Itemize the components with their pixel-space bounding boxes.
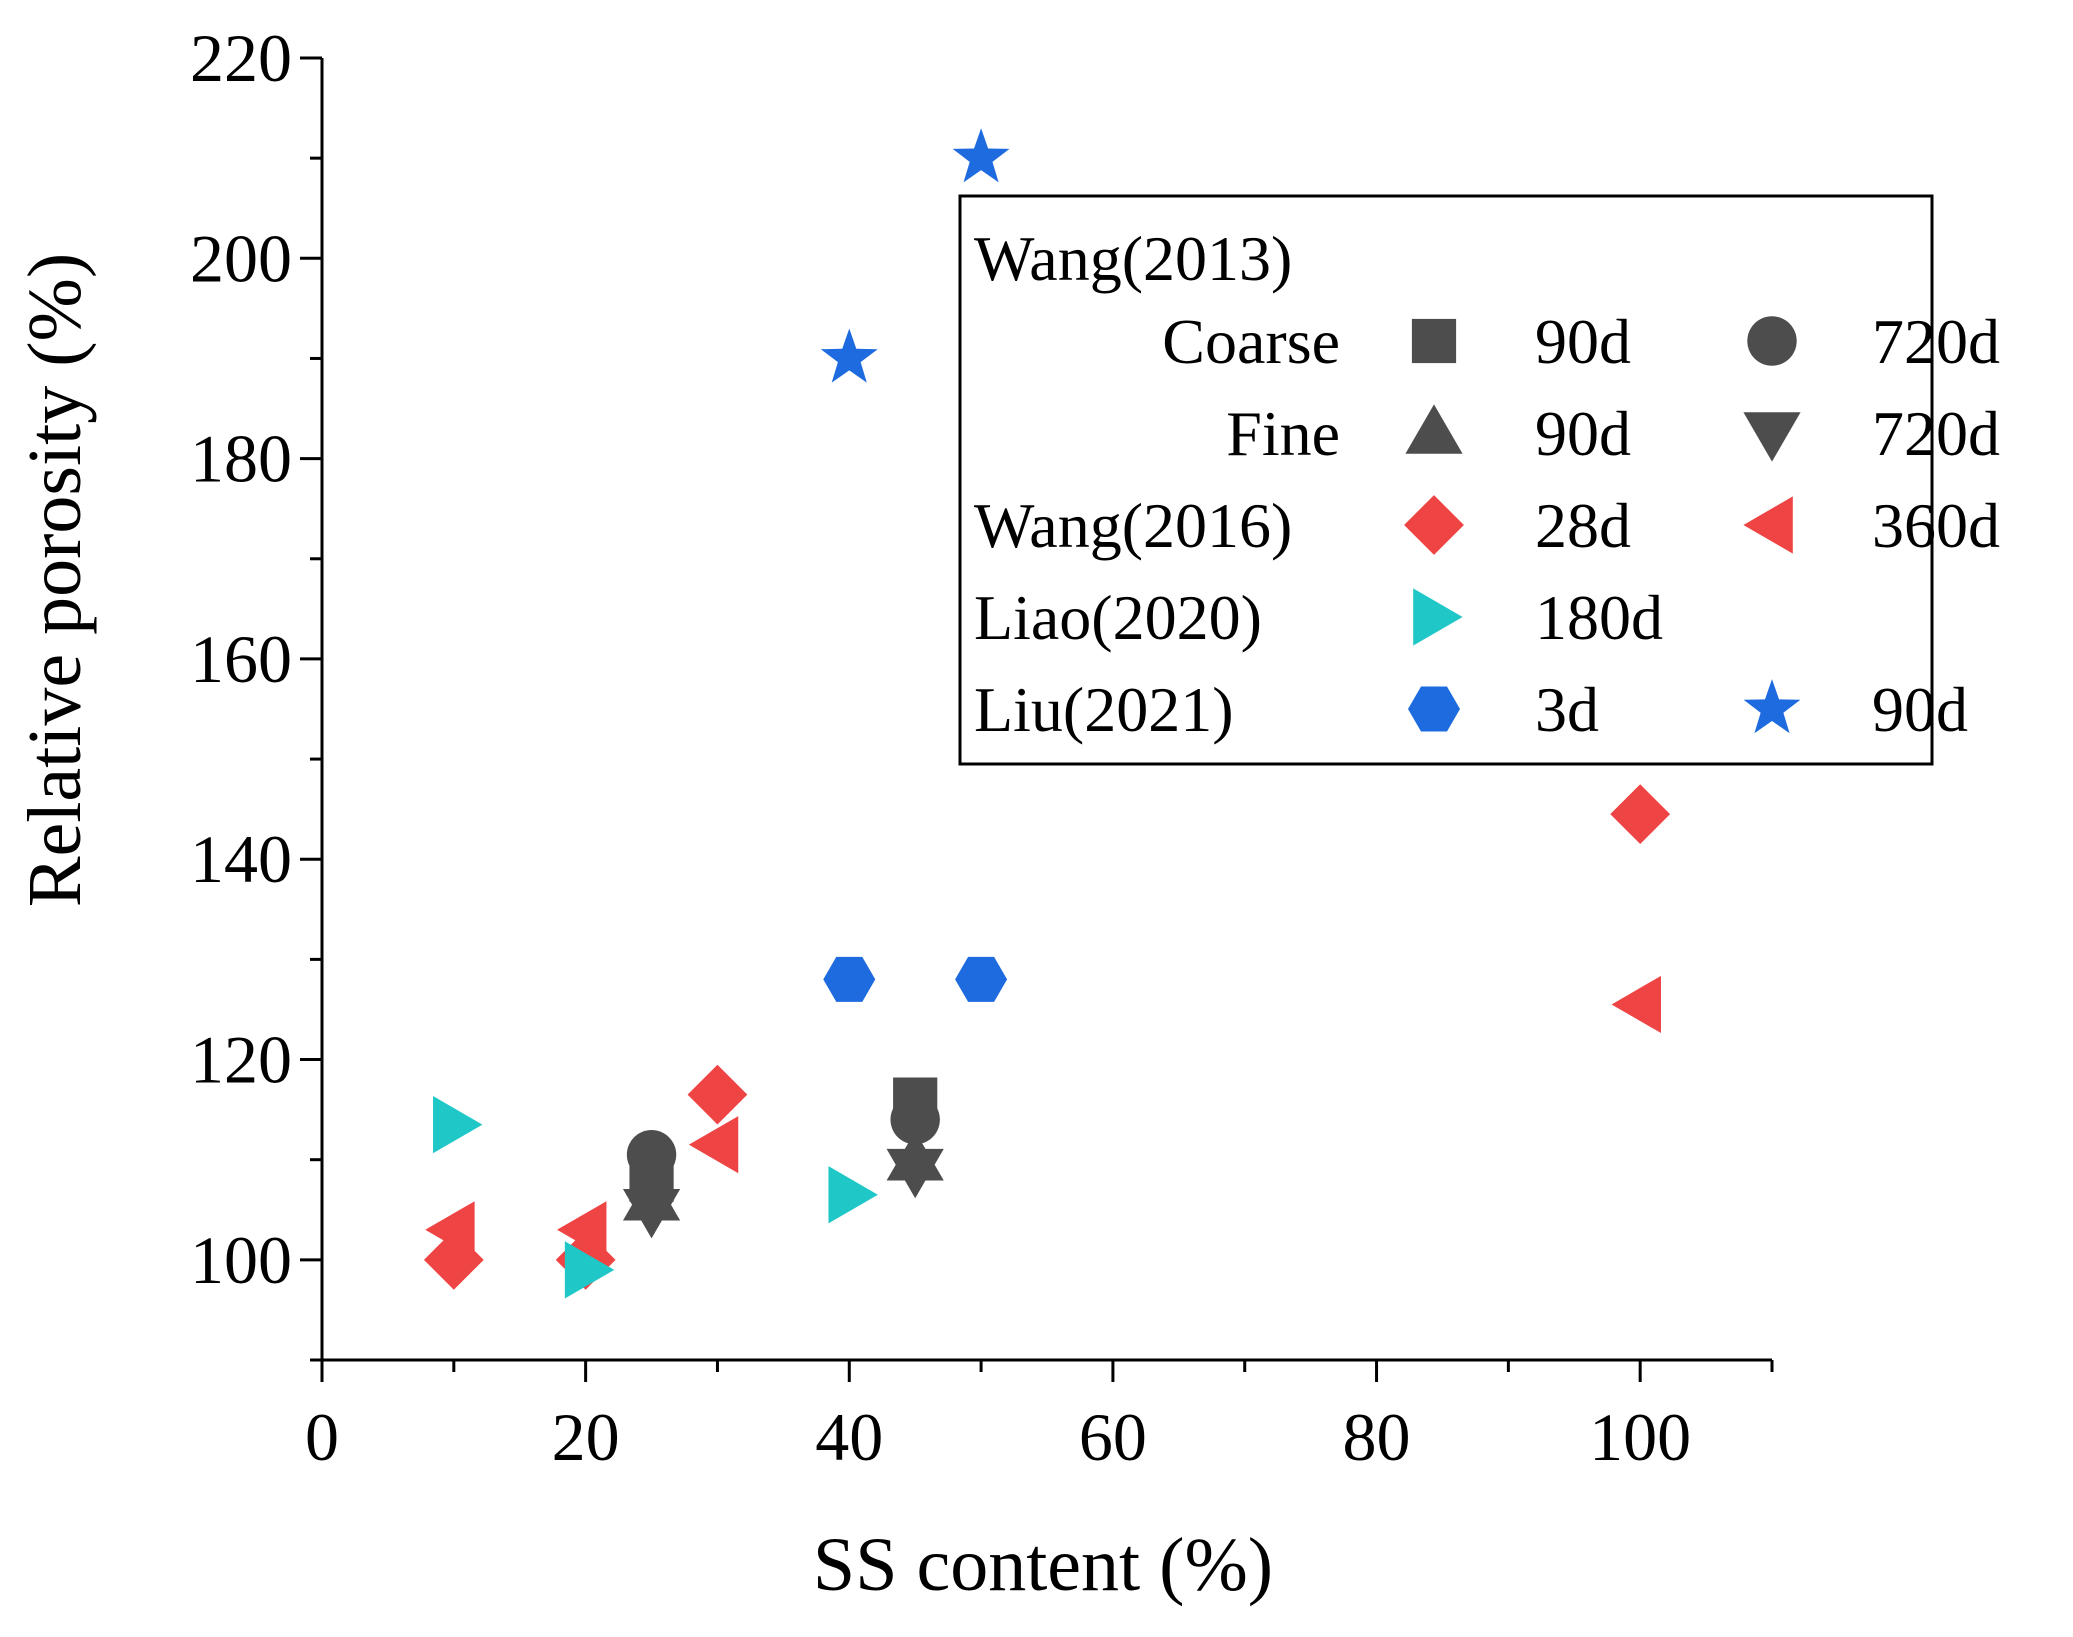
y-tick-label: 140 [190, 821, 292, 897]
y-tick-label: 220 [190, 20, 292, 96]
legend: Wang(2013) Coarse 90d 720d Fine 90d 720d Wang(2… [958, 194, 2000, 766]
x-tick-label: 80 [1343, 1399, 1411, 1475]
y-axis-title: Relative porosity (%) [13, 253, 97, 907]
data-point-triangle-right [828, 1166, 878, 1224]
data-point-triangle-down [886, 1148, 944, 1199]
axes: 0 20 40 60 80 100 100 120 140 160 180 200 220 [190, 20, 1774, 1475]
x-tick-label: 60 [1079, 1399, 1147, 1475]
x-tick-label: 100 [1589, 1399, 1691, 1475]
x-tick-label: 40 [815, 1399, 883, 1475]
legend-group-label: Wang(2016) [974, 490, 1292, 561]
legend-entry-label: 28d [1535, 490, 1631, 561]
data-point-triangle-down [622, 1188, 681, 1239]
legend-marker-triangle-down [1743, 412, 1801, 462]
legend-marker-circle [1747, 316, 1797, 366]
legend-entry-label: 720d [1872, 306, 2000, 377]
legend-marker-diamond [1404, 495, 1464, 555]
legend-marker-triangle-up [1405, 404, 1463, 454]
data-point-star [952, 128, 1010, 183]
y-tick-label: 100 [190, 1222, 292, 1298]
legend-subgroup-label: Coarse [1162, 306, 1340, 377]
data-point-triangle-left [688, 1116, 739, 1174]
legend-entry-label: 720d [1872, 398, 2000, 469]
data-point-circle [890, 1094, 940, 1145]
data-point-hexagon [955, 956, 1008, 1002]
data-point-triangle-right [564, 1241, 615, 1299]
legend-entry-label: 90d [1535, 398, 1631, 469]
data-point-diamond [1610, 784, 1671, 845]
legend-group-label: Wang(2013) [974, 223, 1292, 294]
y-tick-label: 120 [190, 1022, 292, 1098]
legend-marker-square [1411, 318, 1457, 364]
legend-group-label: Liu(2021) [974, 674, 1234, 745]
legend-marker-triangle-right [1413, 588, 1463, 646]
data-point-diamond [423, 1229, 484, 1290]
data-point-triangle-right [433, 1096, 483, 1154]
y-tick-label: 200 [190, 220, 292, 296]
data-point-diamond [687, 1064, 748, 1125]
y-tick-label: 180 [190, 421, 292, 497]
y-tick-label: 160 [190, 621, 292, 697]
x-axis-title: SS content (%) [813, 1523, 1273, 1607]
legend-box [958, 194, 1934, 766]
data-point-star [820, 328, 878, 383]
legend-entry-label: 90d [1872, 674, 1968, 745]
data-point-triangle-left [425, 1201, 475, 1259]
data-point-hexagon [823, 956, 876, 1002]
data-point-triangle-left [1611, 975, 1661, 1034]
x-tick-label: 0 [305, 1399, 339, 1475]
data-point-circle [626, 1129, 677, 1180]
legend-entry-label: 3d [1535, 674, 1599, 745]
data-point-triangle-left [557, 1201, 607, 1259]
legend-group-label: Liao(2020) [974, 582, 1262, 653]
legend-entry-label: 180d [1535, 582, 1663, 653]
data-marks [423, 128, 1671, 1299]
legend-marker-triangle-left [1743, 496, 1793, 554]
legend-subgroup-label: Fine [1226, 398, 1340, 469]
x-tick-label: 20 [552, 1399, 620, 1475]
legend-marker-star [1743, 679, 1801, 734]
legend-entry-label: 360d [1872, 490, 2000, 561]
legend-marker-hexagon [1408, 686, 1460, 732]
legend-entry-label: 90d [1535, 306, 1631, 377]
